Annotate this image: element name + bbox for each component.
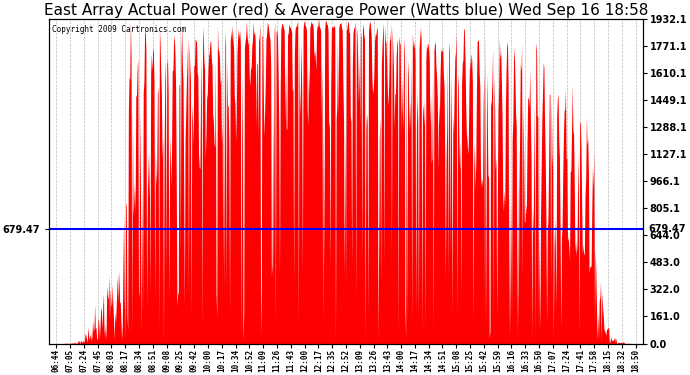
Text: Copyright 2009 Cartronics.com: Copyright 2009 Cartronics.com [52,26,186,34]
Text: 679.47: 679.47 [648,224,686,234]
Title: East Array Actual Power (red) & Average Power (Watts blue) Wed Sep 16 18:58: East Array Actual Power (red) & Average … [43,3,648,18]
